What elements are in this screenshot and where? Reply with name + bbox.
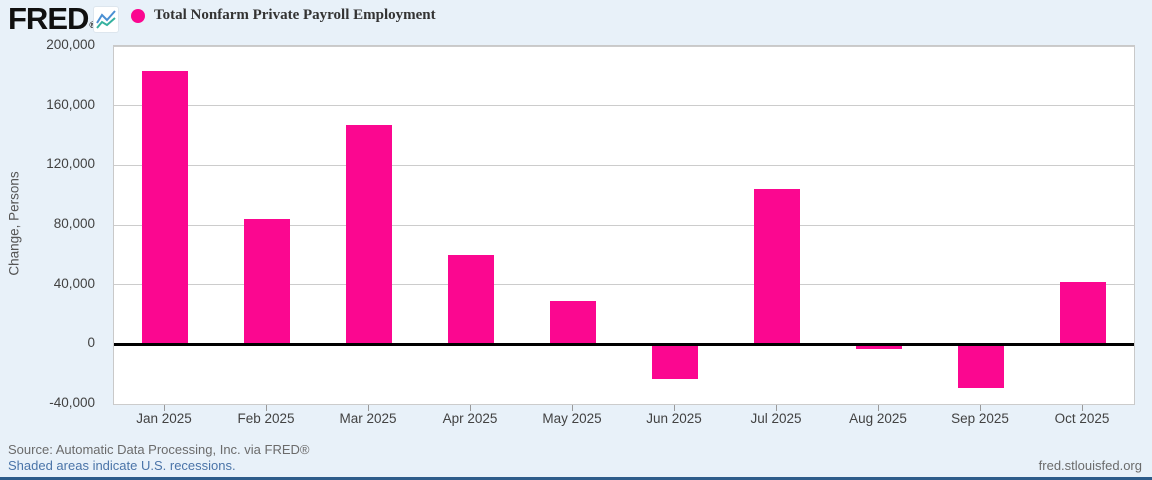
x-tick-label: Jan 2025 [136, 411, 192, 426]
x-tick-label: Jul 2025 [750, 411, 802, 426]
x-tick-label: Mar 2025 [339, 411, 397, 426]
y-tick-label: 0 [87, 335, 95, 351]
y-tick-label: 120,000 [46, 156, 95, 172]
x-tick-label: Feb 2025 [237, 411, 295, 426]
x-tick-label: Jun 2025 [646, 411, 702, 426]
y-tick-label: 40,000 [53, 275, 95, 291]
gridline [114, 45, 1134, 47]
bottom-accent-bar [0, 477, 1152, 480]
x-tick-label: Oct 2025 [1054, 411, 1110, 426]
gridline [114, 284, 1134, 286]
bar-may-2025[interactable] [550, 301, 596, 345]
y-tick-label: 200,000 [46, 37, 95, 52]
bar-jan-2025[interactable] [142, 71, 188, 345]
gridline [114, 224, 1134, 226]
x-tick [470, 404, 471, 411]
fred-sparkline-icon [94, 7, 118, 32]
bar-aug-2025[interactable] [856, 344, 902, 349]
y-tick-label: 80,000 [53, 216, 95, 231]
gridline [114, 105, 1134, 107]
fred-logo-text: FRED [8, 1, 89, 36]
bar-mar-2025[interactable] [346, 125, 392, 345]
bar-oct-2025[interactable] [1060, 281, 1106, 345]
gridline [114, 164, 1134, 166]
x-tick-label: Sep 2025 [951, 411, 1009, 426]
x-tick [266, 404, 267, 411]
x-tick [1082, 404, 1083, 411]
bar-jul-2025[interactable] [754, 189, 800, 345]
fred-site-link[interactable]: fred.stlouisfed.org [1038, 458, 1142, 473]
legend-marker-icon [131, 8, 145, 23]
x-tick [674, 404, 675, 411]
x-tick [164, 404, 165, 411]
gridline [114, 403, 1134, 405]
x-tick [368, 404, 369, 411]
zero-axis-line [114, 342, 1134, 346]
fred-logo[interactable]: FRED ® [8, 1, 96, 36]
bar-sep-2025[interactable] [958, 344, 1004, 388]
registered-mark: ® [89, 20, 96, 30]
x-tick [878, 404, 879, 411]
x-tick-label: Aug 2025 [849, 411, 907, 426]
x-tick [776, 404, 777, 411]
legend-item[interactable]: Total Nonfarm Private Payroll Employment [131, 7, 436, 24]
bar-jun-2025[interactable] [652, 344, 698, 379]
y-tick-label: 160,000 [46, 96, 95, 112]
source-text: Source: Automatic Data Processing, Inc. … [8, 442, 310, 457]
recession-note-link[interactable]: Shaded areas indicate U.S. recessions. [8, 458, 236, 473]
bar-feb-2025[interactable] [244, 219, 290, 345]
chart-header: FRED ® Total Nonfarm Private Payroll Empl… [0, 0, 1152, 40]
plot-area [113, 45, 1135, 405]
y-tick-label: -40,000 [49, 395, 95, 410]
x-tick-label: May 2025 [542, 411, 602, 426]
x-tick-label: Apr 2025 [442, 411, 498, 426]
x-tick [572, 404, 573, 411]
x-tick [980, 404, 981, 411]
bar-apr-2025[interactable] [448, 254, 494, 345]
legend-label: Total Nonfarm Private Payroll Employment [154, 7, 436, 23]
